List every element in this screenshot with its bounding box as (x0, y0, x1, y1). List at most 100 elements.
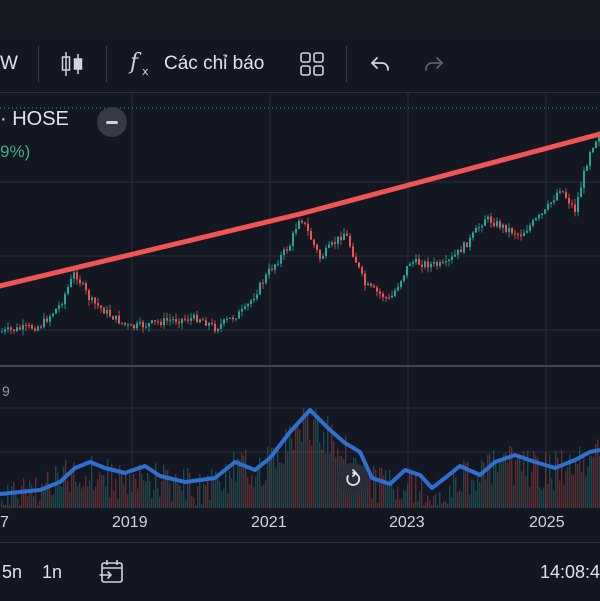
volume-bar (105, 486, 107, 508)
price-change-label: 9%) (0, 142, 31, 161)
symbol-label: · HOSE (0, 108, 69, 130)
candle-body (88, 290, 90, 301)
candle-body (478, 227, 480, 229)
volume-bar (435, 493, 437, 508)
volume-bar (335, 457, 337, 508)
volume-bar (457, 492, 459, 508)
volume-bar (49, 484, 51, 508)
candle-body (523, 232, 525, 237)
candle-body (586, 165, 588, 171)
candle-body (163, 318, 165, 326)
volume-bar (127, 494, 129, 508)
candle-body (355, 256, 357, 263)
volume-bar (219, 481, 221, 508)
candle-body (31, 325, 33, 329)
volume-bar (565, 471, 567, 508)
candle-body (136, 323, 138, 329)
volume-bar (571, 474, 573, 508)
candle-body (481, 225, 483, 228)
candle-body (283, 249, 285, 255)
volume-bar (29, 480, 31, 508)
indicators-button[interactable]: f x Các chỉ báo (128, 36, 264, 92)
volume-bar (429, 500, 431, 508)
candle-body (568, 197, 570, 204)
volume-bar (65, 459, 67, 508)
volume-bar (393, 489, 395, 508)
candle-body (502, 224, 504, 228)
candle-body (505, 224, 507, 232)
reset-chart-button[interactable] (337, 463, 369, 495)
redo-button[interactable] (422, 36, 446, 92)
candle-body (427, 261, 429, 268)
reset-icon (346, 469, 361, 486)
candle-body (28, 325, 30, 327)
volume-bar (99, 472, 101, 508)
volume-bar (447, 503, 449, 508)
volume-bar (179, 485, 181, 508)
candle-body (97, 303, 99, 306)
go-to-date-button[interactable] (98, 543, 126, 601)
range-button-1n[interactable]: 1n (42, 543, 62, 601)
volume-bar (449, 485, 451, 508)
candle-body (370, 283, 372, 286)
undo-button[interactable] (368, 36, 392, 92)
volume-bar (483, 462, 485, 508)
price-chart[interactable] (0, 92, 600, 542)
volume-bar (309, 440, 311, 508)
volume-bar (151, 498, 153, 508)
candle-body (310, 230, 312, 240)
layout-button[interactable] (298, 36, 326, 92)
candle-body (67, 287, 69, 294)
volume-bar (329, 453, 331, 508)
candle-body (298, 220, 300, 230)
volume-bar (281, 462, 283, 508)
x-tick-label: 7 (0, 514, 9, 531)
candle-body (313, 239, 315, 245)
volume-bar (77, 486, 79, 508)
candle-body (448, 259, 450, 261)
volume-bar (199, 473, 201, 508)
volume-bar (553, 489, 555, 508)
volume-bar (537, 457, 539, 508)
range-button-5n[interactable]: 5n (2, 543, 22, 601)
volume-bar (265, 479, 267, 508)
volume-bar (563, 484, 565, 508)
volume-bar (577, 463, 579, 508)
volume-bar (595, 443, 597, 508)
candle-body (4, 329, 6, 332)
volume-bar (91, 456, 93, 508)
volume-bar (433, 495, 435, 508)
candle-body (376, 287, 378, 292)
volume-bar (497, 471, 499, 508)
volume-bar (17, 497, 19, 508)
chart-type-button[interactable] (60, 36, 84, 92)
volume-bar (477, 475, 479, 508)
volume-bar (303, 408, 305, 508)
candle-body (187, 319, 189, 321)
candle-body (142, 322, 144, 328)
volume-bar (165, 470, 167, 508)
x-tick-label: 2019 (112, 514, 148, 531)
volume-bar (243, 455, 245, 508)
volume-ma-line (0, 408, 600, 496)
volume-bar (597, 439, 599, 508)
chart-grid (0, 92, 600, 510)
volume-bar (207, 474, 209, 508)
volume-bar (197, 486, 199, 508)
candle-body (592, 147, 594, 153)
volume-bar (333, 440, 335, 508)
volume-bar (195, 505, 197, 508)
candle-body (571, 203, 573, 205)
volume-bar (39, 500, 41, 508)
volume-bar (509, 445, 511, 508)
interval-button[interactable]: W (0, 36, 18, 92)
candle-body (532, 220, 534, 226)
candle-body (379, 291, 381, 294)
volume-bar (133, 473, 135, 508)
candle-body (196, 314, 198, 323)
volume-bar (507, 463, 509, 508)
candle-body (430, 263, 432, 268)
volume-bar (217, 478, 219, 508)
legend-collapse-button[interactable] (97, 107, 127, 137)
volume-bar (395, 499, 397, 508)
